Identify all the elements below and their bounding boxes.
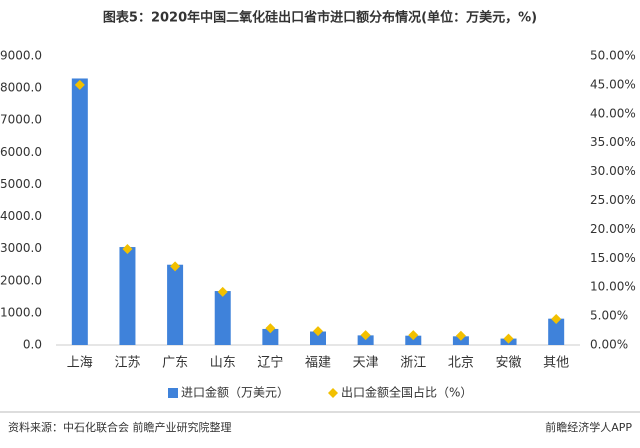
x-tick-label: 山东 [210, 356, 236, 371]
y2-tick-label: 25.00% [590, 193, 636, 207]
x-tick-label: 上海 [67, 356, 93, 371]
source: 资料来源：中石化联合会 前瞻产业研究院整理 [8, 420, 232, 434]
chart-title: 图表5：2020年中国二氧化硅出口省市进口额分布情况(单位：万美元，%) [103, 10, 537, 26]
diamond-marker [551, 313, 562, 324]
diamond-marker [122, 244, 133, 255]
diamond-marker [313, 326, 323, 337]
diamond-marker [170, 261, 181, 272]
y2-tick-label: 10.00% [590, 280, 636, 294]
x-tick-label: 其他 [543, 356, 569, 371]
bar [71, 78, 88, 345]
y2-tick-label: 15.00% [590, 251, 636, 265]
y-tick-label: 4000.0 [0, 209, 42, 223]
y-tick-label: 1000.0 [0, 305, 42, 319]
brand: 前瞻经济学人APP [545, 420, 632, 434]
x-tick-label: 北京 [448, 356, 474, 371]
diamond-marker [408, 330, 419, 341]
y2-tick-label: 30.00% [590, 164, 636, 178]
y-tick-label: 6000.0 [0, 145, 42, 159]
x-tick-label: 天津 [353, 356, 379, 371]
y2-tick-label: 50.00% [590, 49, 636, 63]
y-tick-label: 9000.0 [0, 49, 42, 63]
y-tick-label: 3000.0 [0, 241, 42, 255]
diamond-marker [455, 330, 466, 341]
bar [310, 331, 326, 345]
diamond-marker [265, 323, 276, 334]
bar [405, 335, 422, 345]
y2-tick-label: 45.00% [590, 77, 636, 91]
x-tick-label: 广东 [162, 356, 188, 371]
x-tick-label: 辽宁 [257, 355, 283, 371]
bar [262, 328, 279, 345]
bar [119, 247, 136, 345]
legend-label: 出口金额全国占比（%） [341, 385, 472, 400]
y-tick-label: 5000.0 [0, 177, 42, 191]
y2-tick-label: 5.00% [590, 309, 628, 323]
legend-swatch [328, 388, 338, 398]
bar [548, 318, 565, 345]
diamond-marker [217, 286, 228, 297]
bar [214, 291, 231, 345]
y2-tick-label: 40.00% [590, 106, 636, 120]
diamond-marker [74, 79, 85, 90]
x-tick-label: 江苏 [114, 355, 140, 371]
legend-swatch [168, 388, 178, 398]
y2-tick-label: 0.00% [590, 338, 628, 352]
x-tick-label: 福建 [305, 356, 331, 371]
x-tick-label: 安徽 [496, 356, 522, 371]
diamond-marker [360, 330, 371, 341]
x-tick-label: 浙江 [400, 356, 426, 371]
bar [167, 264, 184, 345]
y-tick-label: 2000.0 [0, 273, 42, 287]
diamond-marker [503, 333, 514, 344]
legend-label: 进口金额（万美元） [181, 385, 289, 400]
y-tick-label: 7000.0 [0, 113, 42, 127]
y-tick-label: 0.0 [23, 338, 42, 352]
bar [357, 335, 374, 345]
y2-tick-label: 20.00% [590, 222, 636, 236]
y2-tick-label: 35.00% [590, 135, 636, 149]
y-tick-label: 8000.0 [0, 81, 42, 95]
